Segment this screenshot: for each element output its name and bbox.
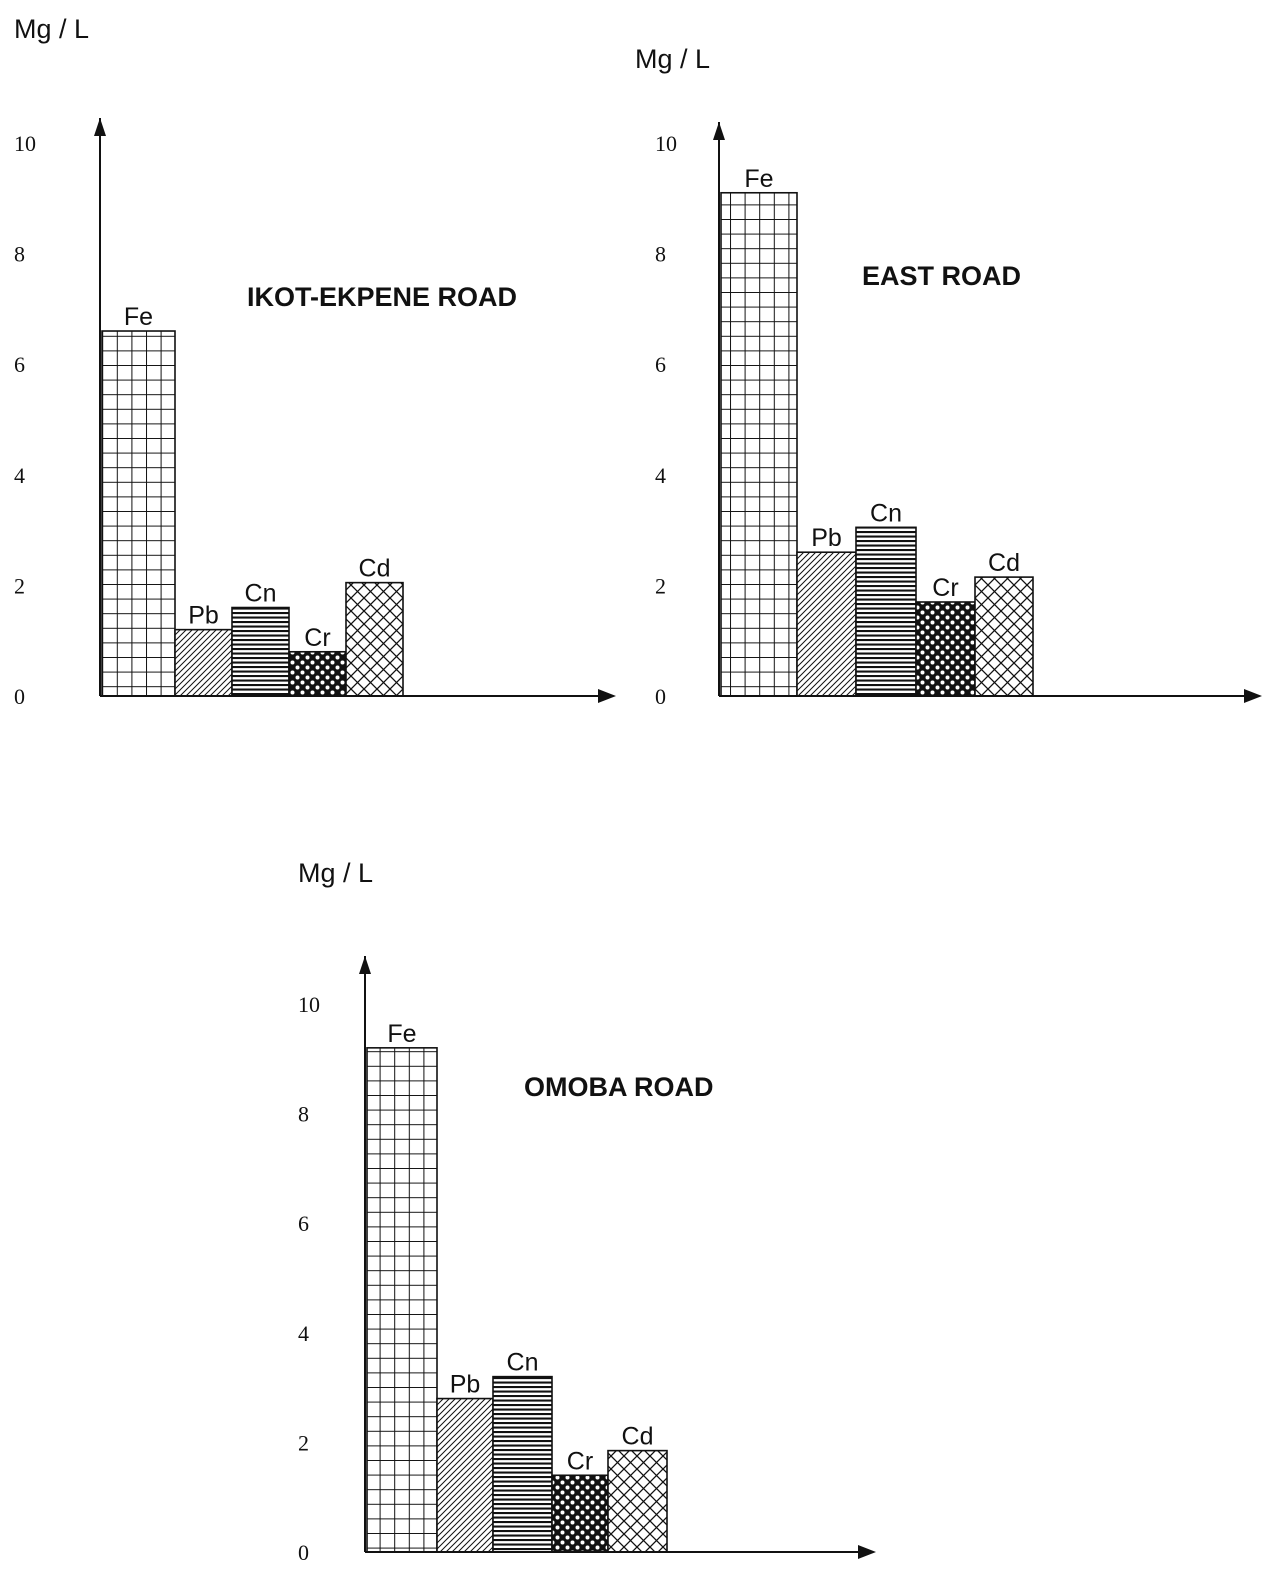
bar-label-cd: Cd xyxy=(622,1423,654,1451)
y-tick-label: 6 xyxy=(298,1211,309,1236)
y-axis-arrow-icon xyxy=(713,122,725,140)
bar-label-pb: Pb xyxy=(188,602,219,630)
y-tick-label: 8 xyxy=(298,1102,309,1127)
x-axis-arrow-icon xyxy=(598,689,616,703)
bar-label-fe: Fe xyxy=(124,303,153,331)
y-tick-label: 8 xyxy=(14,242,25,267)
bar-cr xyxy=(551,1474,609,1553)
chart-title: OMOBA ROAD xyxy=(524,1072,714,1102)
bar-cd xyxy=(974,576,1034,697)
y-tick-label: 10 xyxy=(14,131,36,156)
y-axis-label: Mg / L xyxy=(14,14,89,44)
bar-label-cn: Cn xyxy=(870,499,902,527)
bar-label-cr: Cr xyxy=(304,624,330,652)
y-tick-label: 10 xyxy=(655,131,677,156)
bar-fe xyxy=(720,191,798,697)
bar-cn xyxy=(231,606,290,697)
y-axis-arrow-icon xyxy=(94,118,106,136)
y-tick-labels: 0 2 4 6 8 10 xyxy=(298,992,320,1565)
bar-cn xyxy=(492,1375,553,1553)
bar-cd xyxy=(607,1449,668,1553)
y-tick-label: 0 xyxy=(655,684,666,709)
bar-cn xyxy=(855,526,917,697)
bar-label-cn: Cn xyxy=(507,1349,539,1377)
y-tick-label: 2 xyxy=(14,573,25,598)
bar-label-cn: Cn xyxy=(245,580,277,608)
y-tick-label: 8 xyxy=(655,242,666,267)
y-tick-labels: 0 2 4 6 8 10 xyxy=(655,131,677,709)
x-axis-arrow-icon xyxy=(1244,689,1262,703)
bar-labels: Fe Pb Cn Cr Cd xyxy=(387,1020,653,1475)
chart-title: EAST ROAD xyxy=(862,261,1021,291)
bar-labels: Fe Pb Cn Cr Cd xyxy=(744,165,1020,602)
bar-label-cr: Cr xyxy=(932,574,958,602)
y-tick-label: 6 xyxy=(14,352,25,377)
bars xyxy=(366,1047,668,1553)
bar-label-pb: Pb xyxy=(811,524,842,552)
bar-cr xyxy=(288,650,347,697)
chart-panel-east-road: Mg / L EAST ROAD 0 2 4 6 8 10 Fe Pb Cn Cr Cd xyxy=(635,44,1262,709)
bar-cr xyxy=(915,601,976,697)
y-axis-label: Mg / L xyxy=(298,858,373,888)
bar-label-fe: Fe xyxy=(744,165,773,193)
bar-label-fe: Fe xyxy=(387,1020,416,1048)
bar-cd xyxy=(345,581,404,697)
y-tick-label: 0 xyxy=(14,684,25,709)
y-tick-label: 4 xyxy=(14,463,25,488)
y-tick-label: 10 xyxy=(298,992,320,1017)
chart-panel-ikot-ekpene: Mg / L IKOT-EKPENE ROAD 0 2 4 6 8 10 Fe Pb Cn Cr… xyxy=(14,14,616,709)
bar-pb xyxy=(174,628,233,697)
bar-label-cd: Cd xyxy=(359,555,391,583)
bar-label-pb: Pb xyxy=(450,1371,481,1399)
chart-title: IKOT-EKPENE ROAD xyxy=(247,282,517,312)
y-axis-label: Mg / L xyxy=(635,44,710,74)
y-tick-labels: 0 2 4 6 8 10 xyxy=(14,131,36,709)
y-tick-label: 4 xyxy=(298,1321,309,1346)
bar-fe xyxy=(366,1047,438,1553)
chart-panel-omoba-road: Mg / L OMOBA ROAD 0 2 4 6 8 10 Fe Pb Cn Cr Cd xyxy=(298,858,876,1565)
y-tick-label: 0 xyxy=(298,1540,309,1565)
bar-pb xyxy=(436,1397,494,1553)
bar-fe xyxy=(101,330,176,697)
y-axis-arrow-icon xyxy=(359,956,371,974)
y-tick-label: 6 xyxy=(655,352,666,377)
bar-label-cd: Cd xyxy=(988,549,1020,577)
bar-labels: Fe Pb Cn Cr Cd xyxy=(124,303,391,652)
bar-pb xyxy=(796,551,857,697)
y-tick-label: 4 xyxy=(655,463,666,488)
bar-label-cr: Cr xyxy=(567,1447,593,1475)
y-tick-label: 2 xyxy=(655,573,666,598)
x-axis-arrow-icon xyxy=(858,1545,876,1559)
y-tick-label: 2 xyxy=(298,1430,309,1455)
bars xyxy=(720,191,1034,697)
bars xyxy=(101,330,404,697)
